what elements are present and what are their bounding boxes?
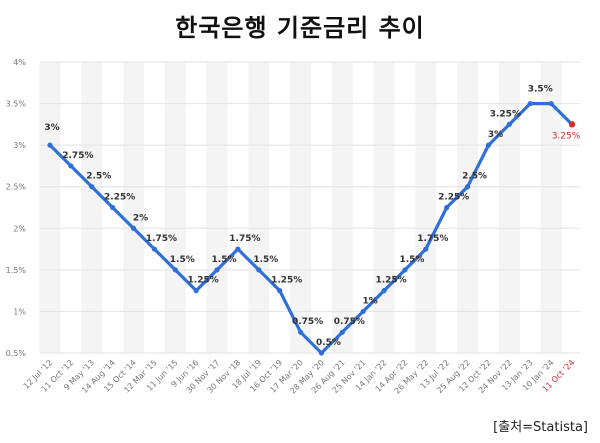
data-label: 1.5% bbox=[170, 255, 195, 265]
data-point bbox=[47, 142, 53, 148]
data-label: 1% bbox=[363, 296, 378, 306]
column-band bbox=[206, 62, 228, 353]
series-path bbox=[48, 102, 574, 355]
column-band bbox=[373, 62, 395, 353]
data-label: 1.25% bbox=[271, 276, 302, 286]
data-point bbox=[465, 184, 471, 190]
data-label: 1.5% bbox=[399, 255, 424, 265]
data-point bbox=[506, 121, 512, 127]
data-point bbox=[214, 267, 220, 273]
column-band bbox=[39, 62, 61, 353]
data-point bbox=[110, 204, 116, 211]
y-tick-label: 2.5% bbox=[6, 183, 27, 192]
column-bands bbox=[39, 62, 562, 353]
data-labels: 3% 2.75% 2.5% 2.25% 2% 1.75% 1.5% 1.25% 1.5% 1.75… bbox=[44, 85, 580, 348]
data-point bbox=[339, 329, 345, 335]
data-label: 0.75% bbox=[334, 317, 365, 327]
data-label: 1.75% bbox=[229, 234, 260, 244]
data-point bbox=[423, 246, 429, 252]
data-point bbox=[68, 163, 74, 169]
data-point bbox=[360, 308, 366, 315]
data-point bbox=[151, 246, 157, 252]
y-tick-label: 1.5% bbox=[6, 266, 27, 275]
data-label: 1.75% bbox=[417, 234, 448, 244]
y-axis-ticks: 0.5% 1% 1.5% 2% 2.5% 3% 3.5% 4% bbox=[6, 58, 27, 358]
column-band bbox=[123, 62, 144, 353]
column-band bbox=[81, 62, 103, 353]
data-point bbox=[89, 184, 95, 190]
data-label: 1.5% bbox=[253, 255, 278, 265]
data-point bbox=[256, 267, 262, 273]
data-label: 2.25% bbox=[104, 193, 135, 203]
data-label: 3% bbox=[488, 130, 503, 140]
data-point bbox=[193, 288, 199, 294]
data-label: 2.75% bbox=[62, 151, 93, 161]
data-label: 3.25% bbox=[552, 131, 581, 141]
data-point bbox=[235, 246, 241, 252]
y-tick-label: 1% bbox=[13, 307, 26, 316]
y-tick-label: 2% bbox=[13, 224, 26, 233]
y-tick-label: 3.5% bbox=[6, 100, 27, 109]
series-line bbox=[48, 102, 574, 355]
data-point bbox=[130, 225, 137, 231]
data-point bbox=[568, 121, 576, 128]
data-label: 0.75% bbox=[292, 317, 323, 327]
y-tick-label: 3% bbox=[13, 141, 26, 150]
data-label: 1.25% bbox=[375, 276, 406, 286]
data-label: 3.25% bbox=[490, 109, 521, 119]
data-label: 1.25% bbox=[188, 276, 219, 286]
data-label: 2.5% bbox=[462, 172, 487, 182]
data-label: 3% bbox=[44, 123, 59, 133]
data-point bbox=[277, 288, 283, 294]
chart-title: 한국은행 기준금리 추이 bbox=[175, 14, 425, 42]
column-band bbox=[164, 62, 186, 353]
column-band bbox=[540, 62, 562, 353]
data-label: 2.25% bbox=[438, 193, 469, 203]
data-label: 3.5% bbox=[528, 85, 553, 95]
data-points bbox=[47, 100, 576, 356]
y-tick-label: 0.5% bbox=[6, 349, 27, 358]
column-band bbox=[290, 62, 311, 353]
data-point bbox=[172, 267, 178, 273]
column-band bbox=[248, 62, 270, 353]
data-point bbox=[318, 350, 325, 356]
data-point bbox=[297, 329, 304, 335]
source-note: [출처=Statista] bbox=[493, 420, 588, 435]
data-point bbox=[381, 288, 387, 294]
data-label: 2% bbox=[133, 213, 148, 223]
gridlines bbox=[40, 61, 580, 354]
data-label: 1.5% bbox=[212, 255, 237, 265]
column-band bbox=[498, 62, 520, 353]
column-band bbox=[415, 62, 437, 353]
data-point bbox=[402, 267, 408, 273]
column-band bbox=[331, 62, 353, 353]
data-point bbox=[485, 142, 492, 148]
data-label: 0.5% bbox=[316, 338, 341, 348]
data-label: 1.75% bbox=[146, 234, 177, 244]
data-label: 2.5% bbox=[86, 172, 111, 182]
column-band bbox=[457, 62, 479, 353]
y-tick-label: 4% bbox=[13, 58, 26, 67]
data-point bbox=[548, 100, 554, 107]
data-point bbox=[444, 204, 450, 211]
data-point bbox=[527, 100, 533, 107]
